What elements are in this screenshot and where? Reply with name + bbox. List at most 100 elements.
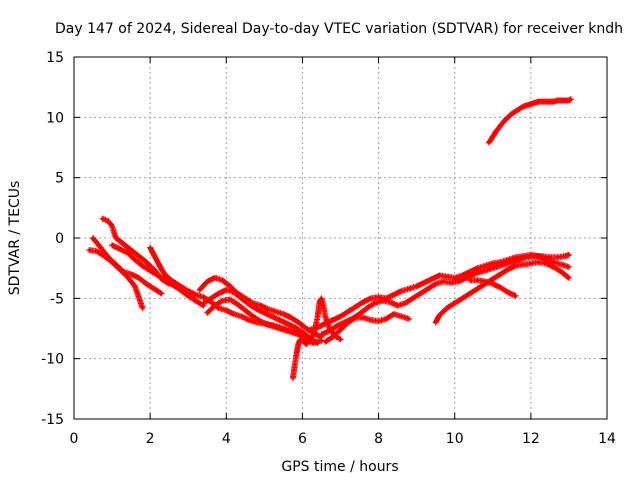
data-point (205, 311, 209, 315)
data-point (567, 265, 571, 269)
data-point (556, 255, 560, 259)
data-point (521, 263, 525, 267)
data-point (445, 306, 449, 310)
data-point (87, 248, 91, 252)
y-tick-label: -5 (50, 291, 64, 307)
data-point (110, 243, 114, 247)
data-point (563, 98, 567, 102)
data-point (160, 292, 164, 296)
data-point (331, 335, 335, 339)
data-point (567, 276, 571, 280)
data-point (533, 101, 537, 105)
plot-frame (73, 56, 608, 420)
data-point (354, 305, 358, 309)
data-point (270, 314, 274, 318)
data-point (441, 279, 445, 283)
data-point (377, 295, 381, 299)
data-point (133, 258, 137, 262)
data-point (521, 104, 525, 108)
data-point (514, 294, 518, 298)
data-point (323, 340, 327, 344)
data-point (498, 285, 502, 289)
data-point (137, 254, 141, 258)
data-point (295, 351, 299, 355)
x-axis-title: GPS time / hours (281, 459, 398, 475)
data-point (232, 290, 236, 294)
x-tick-label: 4 (222, 431, 231, 447)
data-point (517, 107, 521, 111)
data-point (403, 301, 407, 305)
data-point (114, 263, 118, 267)
data-point (323, 322, 327, 326)
data-point (346, 320, 350, 324)
data-point (411, 296, 415, 300)
data-point (291, 376, 295, 380)
series-markers (432, 259, 572, 326)
series-track-15 (485, 96, 574, 146)
data-point (289, 316, 293, 320)
data-point (514, 264, 518, 268)
data-point (399, 289, 403, 293)
data-point (415, 284, 419, 288)
data-point (399, 314, 403, 318)
data-point (121, 242, 125, 246)
data-point (319, 339, 323, 343)
data-point (163, 278, 167, 282)
data-point (247, 302, 251, 306)
data-point (321, 304, 325, 308)
data-point (262, 311, 266, 315)
data-point (247, 318, 251, 322)
data-point (228, 284, 232, 288)
data-point (536, 100, 540, 104)
data-point (318, 300, 322, 304)
x-tick-label: 10 (446, 431, 464, 447)
series-track-13 (432, 259, 572, 326)
data-marks (86, 96, 574, 381)
series-track-2 (90, 235, 165, 297)
data-point (468, 292, 472, 296)
series-track-12 (322, 311, 413, 345)
data-point (559, 270, 563, 274)
data-point (525, 103, 529, 107)
data-point (569, 97, 573, 101)
data-point (281, 328, 285, 332)
data-point (220, 299, 224, 303)
data-point (483, 264, 487, 268)
data-point (137, 276, 141, 280)
data-point (205, 279, 209, 283)
data-point (559, 263, 563, 267)
y-tick-label: 5 (55, 171, 64, 187)
data-point (312, 341, 316, 345)
data-point (369, 318, 373, 322)
data-point (297, 341, 301, 345)
grid (74, 57, 607, 419)
data-point (266, 307, 270, 311)
data-point (281, 312, 285, 316)
data-point (384, 317, 388, 321)
data-point (434, 320, 438, 324)
data-point (339, 314, 342, 318)
data-point (369, 296, 373, 300)
data-point (91, 236, 95, 240)
chart-title: Day 147 of 2024, Sidereal Day-to-day VTE… (55, 21, 623, 37)
data-point (361, 316, 365, 320)
data-point (110, 224, 114, 228)
data-point (460, 296, 464, 300)
y-tick-label: 10 (46, 110, 64, 126)
data-point (563, 254, 567, 258)
data-point (498, 272, 502, 276)
data-point (259, 319, 263, 323)
data-point (201, 295, 205, 299)
data-point (556, 98, 560, 102)
data-point (217, 306, 221, 310)
data-point (339, 337, 342, 341)
data-point (297, 333, 301, 337)
data-point (407, 287, 411, 291)
data-point (491, 135, 495, 139)
data-point (437, 273, 441, 277)
data-point (323, 314, 327, 318)
series-markers (289, 295, 344, 381)
data-point (392, 293, 396, 297)
